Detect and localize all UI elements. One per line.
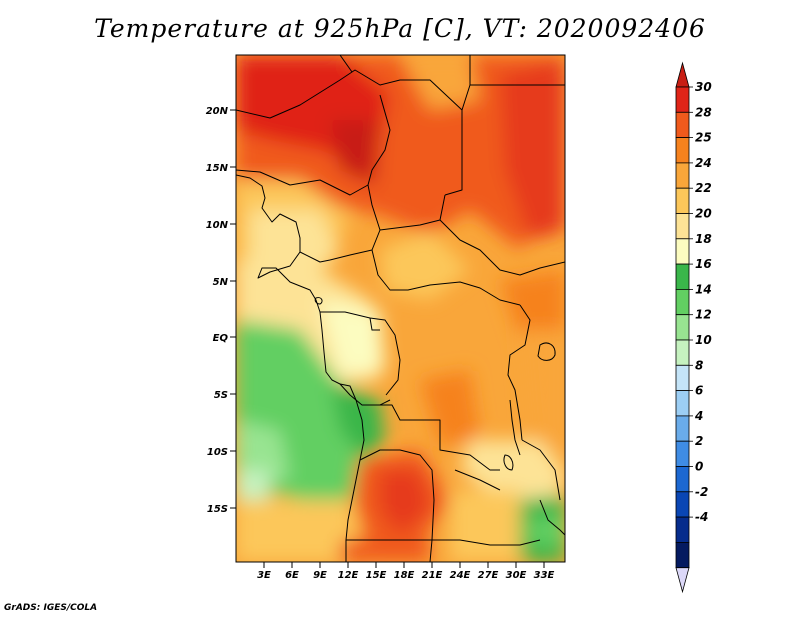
lat-label-15n: 15N	[206, 163, 229, 174]
lon-label-9e: 9E	[313, 570, 327, 581]
colorbar-bottom-arrow	[675, 567, 690, 594]
grads-credit: GrADS: IGES/COLA	[4, 603, 98, 613]
temperature-field	[236, 55, 565, 562]
colorbar-segment	[675, 314, 690, 341]
colorbar-segment	[675, 137, 690, 164]
colorbar-segment	[675, 542, 690, 569]
colorbar-segment	[675, 238, 690, 265]
colorbar-segment	[675, 440, 690, 467]
colorbar-label: 0	[695, 460, 703, 474]
colorbar-top-arrow	[675, 61, 690, 88]
lat-label-20n: 20N	[206, 106, 229, 117]
colorbar-label: 12	[695, 308, 712, 322]
colorbar-label: 25	[695, 131, 712, 145]
lat-label-10s: 10S	[207, 447, 228, 458]
colorbar-label: 16	[695, 257, 712, 271]
colorbar-label: 22	[695, 181, 712, 195]
colorbar-label: 24	[695, 156, 712, 170]
lat-label-5n: 5N	[213, 277, 229, 288]
colorbar-label: 14	[695, 282, 712, 296]
colorbar-label: 6	[695, 384, 703, 398]
colorbar-segment	[675, 364, 690, 391]
colorbar-label: -2	[695, 485, 708, 499]
colorbar-segment	[675, 516, 690, 543]
lon-label-33e: 33E	[534, 570, 555, 581]
colorbar-label: 8	[695, 358, 703, 372]
colorbar-segment	[675, 288, 690, 316]
longitude-axis	[263, 562, 545, 568]
colorbar-label: 2	[695, 434, 703, 448]
lon-label-24e: 24E	[450, 570, 471, 581]
lon-label-18e: 18E	[394, 570, 415, 581]
colorbar-label: 10	[695, 333, 712, 347]
lon-label-12e: 12E	[338, 570, 359, 581]
colorbar-segment	[675, 187, 690, 214]
colorbar-segment	[675, 491, 690, 518]
map-title: Temperature at 925hPa [C], VT: 202009240…	[94, 14, 706, 43]
colorbar-label: 4	[694, 409, 703, 423]
colorbar-segment	[675, 263, 690, 290]
colorbar-label: 20	[695, 207, 712, 221]
colorbar-segment	[675, 86, 690, 113]
colorbar-label: 30	[695, 80, 712, 94]
lat-label-15s: 15S	[207, 504, 228, 515]
colorbar-segment	[675, 162, 690, 189]
map-frame	[235, 54, 566, 563]
colorbar-segment	[675, 390, 690, 417]
lon-label-15e: 15E	[366, 570, 387, 581]
colorbar-segment	[675, 111, 690, 139]
latitude-axis	[230, 109, 236, 509]
lon-label-27e: 27E	[478, 570, 499, 581]
colorbar-label: -4	[695, 510, 708, 524]
lon-label-21e: 21E	[422, 570, 443, 581]
lon-label-6e: 6E	[285, 570, 299, 581]
lon-label-3e: 3E	[257, 570, 271, 581]
colorbar-label: 18	[695, 232, 712, 246]
lat-label-10n: 10N	[206, 220, 229, 231]
colorbar-segment	[675, 415, 690, 442]
colorbar-segment	[675, 213, 690, 240]
colorbar-label: 28	[695, 105, 712, 119]
lat-label-5s: 5S	[214, 390, 228, 401]
lat-label-eq: EQ	[213, 333, 229, 344]
lon-label-30e: 30E	[506, 570, 527, 581]
colorbar-segment	[675, 339, 690, 366]
colorbar-segment	[675, 466, 690, 493]
